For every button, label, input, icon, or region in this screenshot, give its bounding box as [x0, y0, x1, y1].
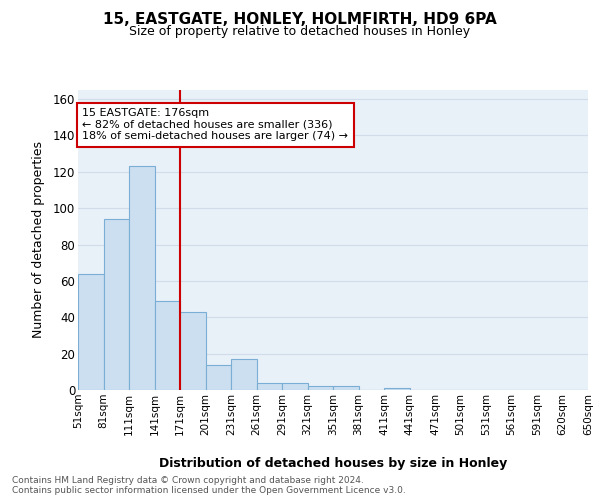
- Bar: [78, 274, 104, 390]
- Bar: [257, 382, 282, 390]
- Text: Size of property relative to detached houses in Honley: Size of property relative to detached ho…: [130, 25, 470, 38]
- Bar: [129, 166, 155, 390]
- Bar: [308, 386, 333, 390]
- Bar: [206, 364, 231, 390]
- Bar: [104, 219, 129, 390]
- Bar: [282, 382, 308, 390]
- Bar: [155, 301, 180, 390]
- Text: 15 EASTGATE: 176sqm
← 82% of detached houses are smaller (336)
18% of semi-detac: 15 EASTGATE: 176sqm ← 82% of detached ho…: [82, 108, 348, 142]
- Bar: [333, 386, 359, 390]
- Bar: [384, 388, 409, 390]
- Y-axis label: Number of detached properties: Number of detached properties: [32, 142, 44, 338]
- Bar: [180, 312, 206, 390]
- Text: Contains HM Land Registry data © Crown copyright and database right 2024.
Contai: Contains HM Land Registry data © Crown c…: [12, 476, 406, 495]
- Bar: [231, 359, 257, 390]
- Text: 15, EASTGATE, HONLEY, HOLMFIRTH, HD9 6PA: 15, EASTGATE, HONLEY, HOLMFIRTH, HD9 6PA: [103, 12, 497, 28]
- Text: Distribution of detached houses by size in Honley: Distribution of detached houses by size …: [159, 458, 507, 470]
